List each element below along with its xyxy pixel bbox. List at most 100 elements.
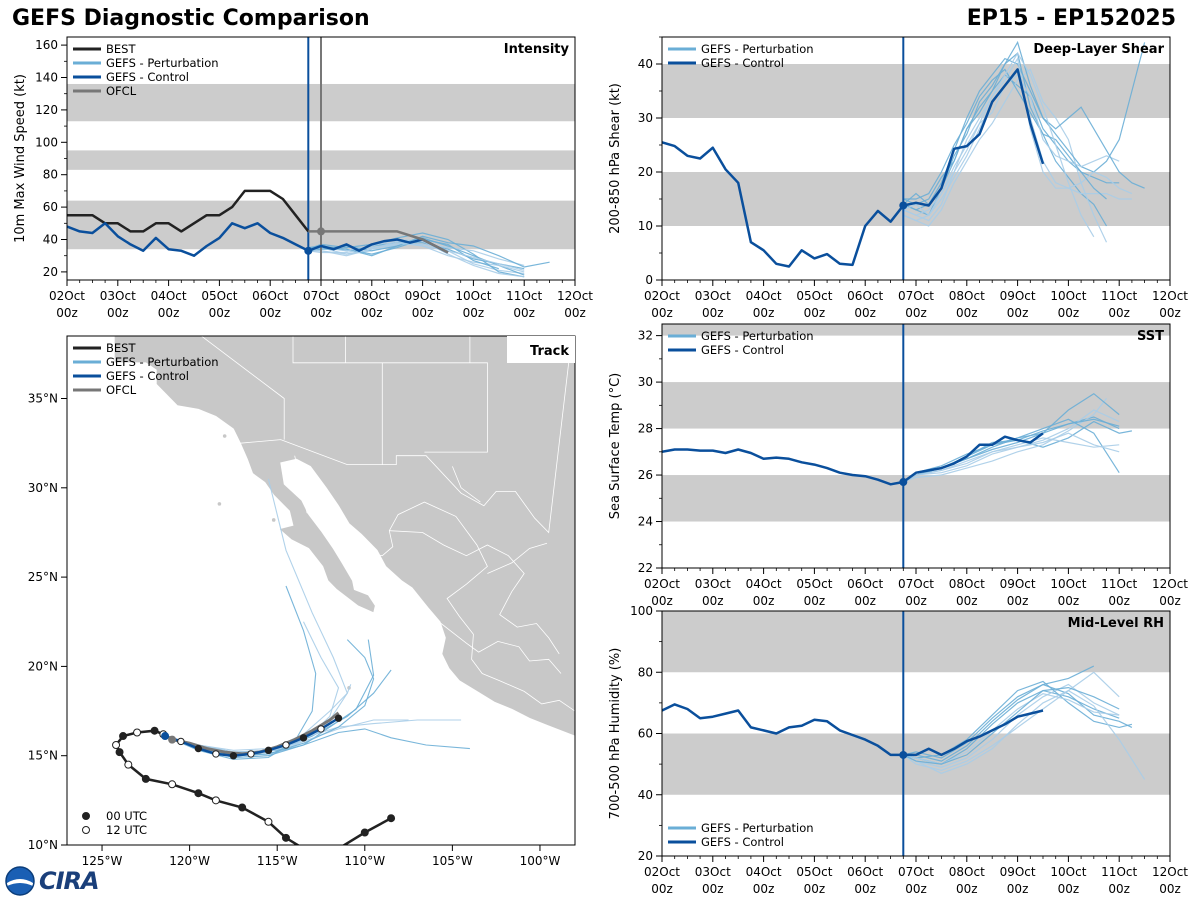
y-tick-label: 20 <box>638 165 653 179</box>
legend-label: GEFS - Control <box>701 343 784 357</box>
x-tick-label: 00z <box>956 882 978 896</box>
control-track-marker <box>282 741 290 749</box>
x-tick-label: 00z <box>209 306 231 320</box>
y-axis-label: 10m Max Wind Speed (kt) <box>13 74 28 243</box>
y-tick-label: 10 <box>638 219 653 233</box>
best-track-marker <box>150 726 159 735</box>
storm-id-title: EP15 - EP152025 <box>966 6 1176 31</box>
lat-tick-label: 15°N <box>28 749 58 763</box>
x-tick-label: 00z <box>702 882 724 896</box>
axes-frame <box>661 323 1171 569</box>
control-track-marker <box>212 750 220 758</box>
lon-tick-label: 120°W <box>169 854 210 868</box>
x-tick-label: 00z <box>564 306 586 320</box>
x-tick-label: 12Oct <box>1152 865 1188 879</box>
x-tick-label: 02Oct <box>644 289 680 303</box>
x-tick-label: 11Oct <box>1101 865 1137 879</box>
best-track-marker <box>194 789 203 798</box>
y-axis-label: Sea Surface Temp (°C) <box>608 373 623 520</box>
x-tick-label: 06Oct <box>847 577 883 591</box>
bestline <box>67 189 310 233</box>
lat-tick-label: 30°N <box>28 481 58 495</box>
perturbation-line <box>903 432 1120 483</box>
perturbation-line <box>903 686 1120 765</box>
perturbation-line <box>903 409 1120 483</box>
x-tick-label: 00z <box>1159 594 1181 608</box>
perturbation-line <box>903 68 1108 243</box>
x-tick-label: 00z <box>854 594 876 608</box>
threshold-band <box>662 475 1170 522</box>
panel-title: Mid-Level RH <box>1068 616 1164 631</box>
x-tick-label: 12Oct <box>557 289 593 303</box>
perturbation-line <box>903 693 1120 765</box>
x-tick-label: 11Oct <box>506 289 542 303</box>
threshold-band <box>662 64 1170 118</box>
x-tick-label: 09Oct <box>1000 865 1036 879</box>
gefs-controlline <box>662 432 1044 486</box>
lat-tick-label: 35°N <box>28 392 58 406</box>
best-track-marker <box>119 732 128 741</box>
sst-panel: 22 24 26 28 30 32 02Oct 00z 03Oct 00z 04Oct 00z 05Oc… <box>608 323 1188 608</box>
perturbation-track <box>164 669 392 753</box>
x-tick-label: 00z <box>1159 306 1181 320</box>
x-tick-label: 00z <box>905 594 927 608</box>
x-tick-label: 04Oct <box>746 577 782 591</box>
x-tick-label: 00z <box>412 306 434 320</box>
noaa-seal-icon <box>5 866 35 896</box>
border-line <box>487 542 548 574</box>
x-tick-label: 05Oct <box>796 865 832 879</box>
perturbation-track <box>164 585 317 760</box>
y-tick-label: 160 <box>35 38 58 52</box>
x-tick-label: 00z <box>1108 306 1130 320</box>
cira-logo: CIRA <box>4 866 100 896</box>
x-tick-label: 00z <box>651 594 673 608</box>
init-control-marker <box>899 478 908 487</box>
legend-label: GEFS - Control <box>701 56 784 70</box>
x-tick-label: 08Oct <box>949 577 985 591</box>
lat-tick-label: 20°N <box>28 659 58 673</box>
panel-title: Intensity <box>504 42 570 57</box>
y-axis-label: 200-850 hPa Shear (kt) <box>608 83 623 234</box>
legend-label: GEFS - Perturbation <box>701 329 814 343</box>
x-tick-label: 00z <box>1007 882 1029 896</box>
y-tick-label: 40 <box>638 788 653 802</box>
border-line <box>436 619 562 674</box>
x-tick-label: 04Oct <box>746 865 782 879</box>
y-tick-label: 24 <box>638 515 653 529</box>
best-track-marker <box>211 796 220 805</box>
control-track-marker <box>334 714 343 722</box>
x-tick-label: 00z <box>804 594 826 608</box>
x-tick-label: 00z <box>702 306 724 320</box>
x-tick-label: 00z <box>361 306 383 320</box>
y-tick-label: 60 <box>43 200 58 214</box>
x-tick-label: 00z <box>56 306 78 320</box>
perturbation-track <box>164 621 340 759</box>
y-tick-label: 28 <box>638 422 653 436</box>
x-tick-label: 04Oct <box>746 289 782 303</box>
y-tick-label: 26 <box>638 468 653 482</box>
best-track-marker <box>238 803 247 812</box>
x-tick-label: 00z <box>905 882 927 896</box>
x-tick-label: 00z <box>753 882 775 896</box>
rh-panel: 20 40 60 80 100 02Oct 00z 03Oct 00z 04Oct 00z 05Oct… <box>608 604 1188 896</box>
lat-tick-label: 10°N <box>28 838 58 852</box>
y-tick-label: 120 <box>35 103 58 117</box>
control-track-line <box>164 717 340 757</box>
legend-label: BEST <box>106 341 136 355</box>
perturbation-track <box>164 719 462 751</box>
best-track-marker <box>387 814 396 823</box>
x-tick-label: 00z <box>804 882 826 896</box>
x-tick-label: 04Oct <box>151 289 187 303</box>
y-tick-label: 100 <box>35 135 58 149</box>
gefs-controlline <box>662 703 1044 757</box>
panel-title: Deep-Layer Shear <box>1033 42 1164 57</box>
legend-label: GEFS - Control <box>106 70 189 84</box>
border-line <box>294 455 575 712</box>
threshold-band <box>662 611 1170 673</box>
y-tick-label: 140 <box>35 71 58 85</box>
best-track-marker <box>264 817 273 826</box>
panel-title: SST <box>1137 329 1164 344</box>
